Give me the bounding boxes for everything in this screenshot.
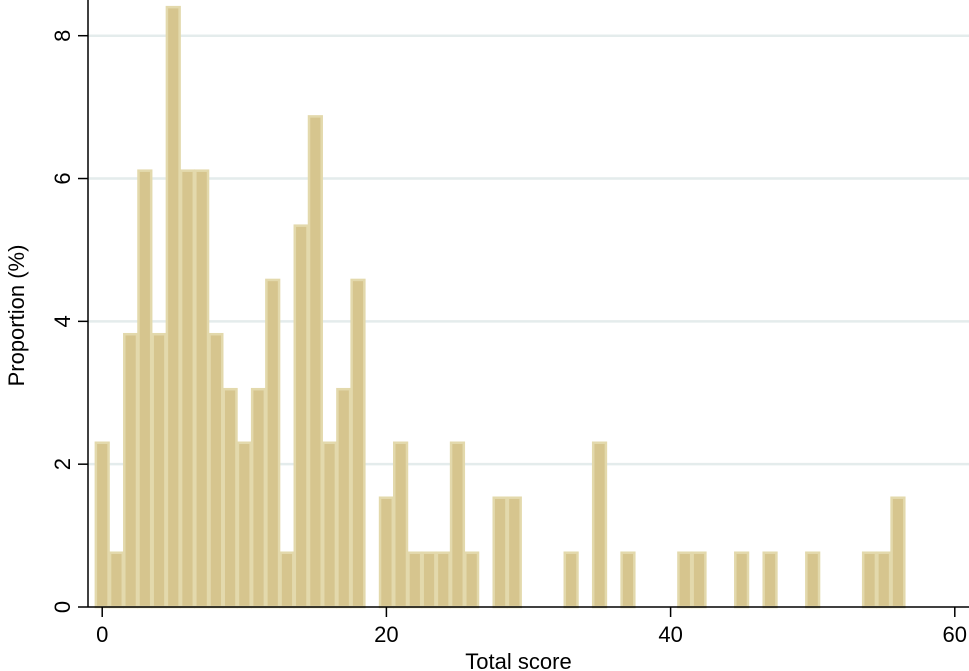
histogram-bar: [194, 169, 210, 609]
histogram-bar: [123, 332, 139, 609]
histogram-bar: [350, 278, 366, 609]
histogram-bar: [805, 551, 821, 609]
x-tick-label: 0: [96, 622, 108, 647]
bars: [94, 5, 906, 609]
histogram-bar: [492, 496, 508, 609]
histogram-bar: [435, 551, 451, 609]
histogram-bar: [179, 169, 196, 609]
histogram-bar: [393, 441, 409, 609]
y-tick-label: 2: [50, 458, 75, 470]
histogram-bar: [876, 551, 892, 609]
histogram-bar: [464, 551, 480, 609]
histogram-bar: [250, 387, 267, 609]
histogram-bar: [620, 551, 636, 609]
histogram-bar: [336, 387, 352, 609]
histogram-bar: [861, 551, 878, 609]
histogram-bar: [222, 387, 238, 609]
x-tick-label: 40: [658, 622, 682, 647]
y-tick-label: 0: [50, 601, 75, 613]
histogram-bar: [734, 551, 750, 609]
axes: [87, 0, 969, 608]
histogram-bar: [279, 551, 295, 609]
y-axis-title: Proportion (%): [4, 245, 29, 387]
histogram-bar: [137, 169, 153, 609]
histogram-bar: [208, 332, 224, 609]
histogram-bar: [94, 441, 110, 609]
histogram-bar: [407, 551, 423, 609]
histogram-bar: [265, 278, 281, 609]
histogram-bar: [108, 551, 125, 609]
histogram-bar: [506, 496, 522, 609]
histogram-bar: [165, 5, 181, 609]
histogram-bar: [378, 496, 395, 609]
y-tick-label: 6: [50, 172, 75, 184]
histogram-bar: [293, 224, 309, 609]
gridlines: [88, 34, 969, 466]
x-tick-label: 60: [943, 622, 967, 647]
histogram-bar: [762, 551, 778, 609]
x-tick-label: 20: [374, 622, 398, 647]
histogram-bar: [321, 441, 338, 609]
x-axis-title: Total score: [465, 649, 571, 671]
histogram-bar: [236, 441, 252, 609]
histogram-bar: [691, 551, 707, 609]
y-tick-label: 4: [50, 315, 75, 327]
histogram-bar: [890, 496, 906, 609]
histogram-bar: [449, 441, 466, 609]
ticks: 0 20 40 60 0 2 4 6 8: [50, 30, 967, 647]
histogram-bar: [151, 332, 167, 609]
histogram-bar: [307, 115, 323, 609]
histogram-bar: [591, 441, 608, 609]
histogram-bar: [421, 551, 437, 609]
y-tick-label: 8: [50, 30, 75, 42]
histogram-bar: [563, 551, 579, 609]
histogram-bar: [677, 551, 693, 609]
